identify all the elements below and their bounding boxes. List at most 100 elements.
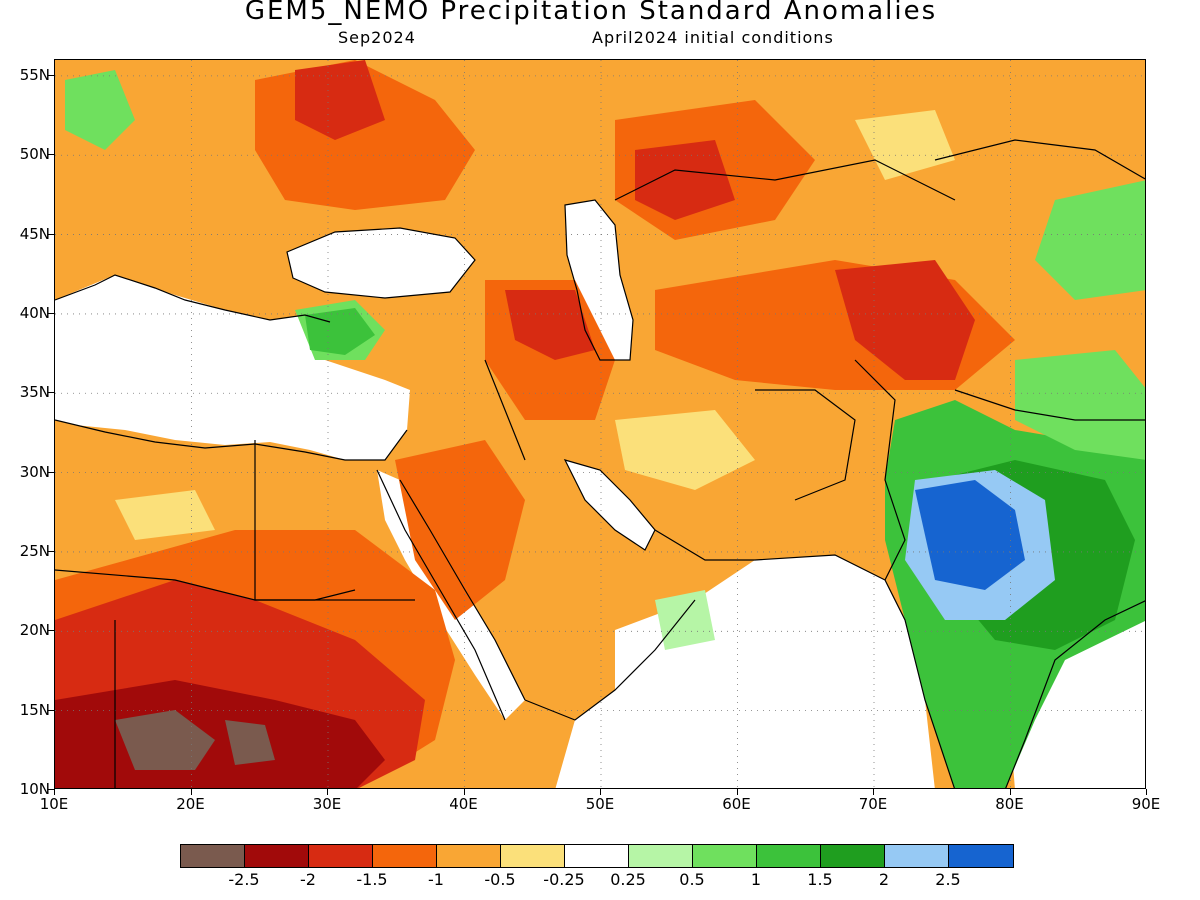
lon-tick [1146, 789, 1147, 795]
lat-tick [48, 630, 54, 632]
field-russia-red [635, 140, 735, 220]
chart-title: GEM5_NEMO Precipitation Standard Anomali… [244, 0, 938, 26]
arabian-sea [555, 555, 935, 788]
field-india-blue [915, 480, 1025, 590]
colorbar-swatch [245, 845, 309, 867]
field-pale-3 [115, 490, 215, 540]
field-sahel-brown [115, 710, 215, 770]
graticule [55, 60, 1145, 788]
colorbar-swatch [821, 845, 885, 867]
lon-label: 70E [858, 795, 888, 813]
colorbar-label: -2.5 [228, 870, 260, 889]
lon-label: 50E [585, 795, 615, 813]
lat-label: 30N [19, 462, 50, 481]
colorbar-label: -0.5 [484, 870, 516, 889]
colorbar-label: -0.25 [543, 870, 585, 889]
field-iran-red [505, 290, 595, 360]
lat-label: 45N [19, 224, 50, 243]
lat-tick [48, 471, 54, 473]
colorbar-label: -1 [428, 870, 444, 889]
field-europe-red [295, 60, 385, 140]
lon-tick [873, 789, 874, 795]
lat-tick [48, 709, 54, 711]
lat-label: 10N [19, 780, 50, 798]
field-east-asia-green [1035, 180, 1145, 300]
lon-tick [736, 789, 738, 795]
lat-tick [48, 154, 54, 156]
colorbar-label: 0.5 [679, 870, 705, 889]
coast-persian-gulf [563, 459, 656, 551]
field-oman-green [655, 590, 715, 650]
colorbar-label: 2 [878, 870, 890, 889]
border-afghanistan [755, 389, 856, 501]
coast-india-west [884, 579, 955, 788]
coast-black-sea [286, 227, 476, 299]
lat-label: 50N [19, 145, 50, 164]
colorbar-label: 1.5 [807, 870, 833, 889]
lat-tick [48, 392, 54, 394]
lon-label: 60E [722, 795, 751, 813]
field-arabia-dry [395, 440, 525, 620]
lon-tick [600, 789, 601, 795]
coast-caspian [564, 199, 634, 361]
border-kazakhstan [614, 159, 956, 201]
colorbar-label: 2.5 [935, 870, 961, 889]
coast-india-east [1005, 600, 1145, 788]
mediterranean-sea [55, 275, 410, 460]
colorbar-swatch [565, 845, 629, 867]
persian-gulf [565, 460, 655, 550]
lon-tick [54, 789, 55, 795]
field-sahel-brown-2 [225, 720, 275, 765]
lat-tick [48, 312, 54, 314]
lon-label: 10E [39, 795, 69, 813]
colorbar-swatch [757, 845, 821, 867]
border-sudan [254, 440, 415, 601]
colorbar-swatch [309, 845, 373, 867]
border-iran-iraq [484, 359, 526, 461]
colorbar-swatch [629, 845, 693, 867]
field-tibet-green [1015, 350, 1145, 460]
coast-red-sea-east [399, 479, 526, 701]
field-central-asia-red [835, 260, 975, 380]
lon-label: 90E [1131, 795, 1161, 813]
coastlines-and-borders [55, 139, 1145, 788]
lon-label: 80E [995, 795, 1024, 813]
border-mongolia-china [934, 139, 1145, 180]
colorbar-label: -1.5 [356, 870, 388, 889]
lon-tick [190, 789, 192, 795]
lat-label: 55N [19, 65, 50, 84]
coast-arabia-south [524, 599, 696, 721]
lon-label: 30E [312, 795, 342, 813]
coast-red-sea-west [376, 469, 506, 721]
black-sea [287, 228, 475, 298]
colorbar [180, 844, 1014, 868]
lon-label: 20E [176, 795, 205, 813]
anomaly-map [55, 60, 1145, 788]
lat-label: 40N [19, 303, 50, 322]
lat-label: 15N [19, 700, 50, 719]
anomaly-fields [55, 60, 1145, 788]
coast-mediterranean-north [55, 274, 331, 323]
lat-tick [48, 74, 54, 76]
coast-iran-pakistan [654, 529, 886, 581]
initial-conditions-label: April2024 initial conditions [592, 28, 834, 47]
lon-tick [463, 789, 465, 795]
lat-label: 25N [19, 541, 50, 560]
field-scandinavia-green [65, 70, 135, 150]
colorbar-swatch [181, 845, 245, 867]
map-panel [54, 59, 1146, 789]
colorbar-swatch [949, 845, 1013, 867]
colorbar-swatch [885, 845, 949, 867]
forecast-month: Sep2024 [338, 28, 416, 47]
border-pakistan-india [854, 359, 906, 581]
colorbar-label: -2 [300, 870, 316, 889]
lon-tick [327, 789, 328, 795]
colorbar-swatch [373, 845, 437, 867]
lat-label: 20N [19, 621, 50, 640]
lon-label: 40E [449, 795, 478, 813]
lat-tick [48, 789, 54, 790]
lon-tick [1009, 789, 1011, 795]
lat-tick [48, 550, 54, 552]
colorbar-swatch [437, 845, 501, 867]
lat-tick [48, 233, 54, 235]
